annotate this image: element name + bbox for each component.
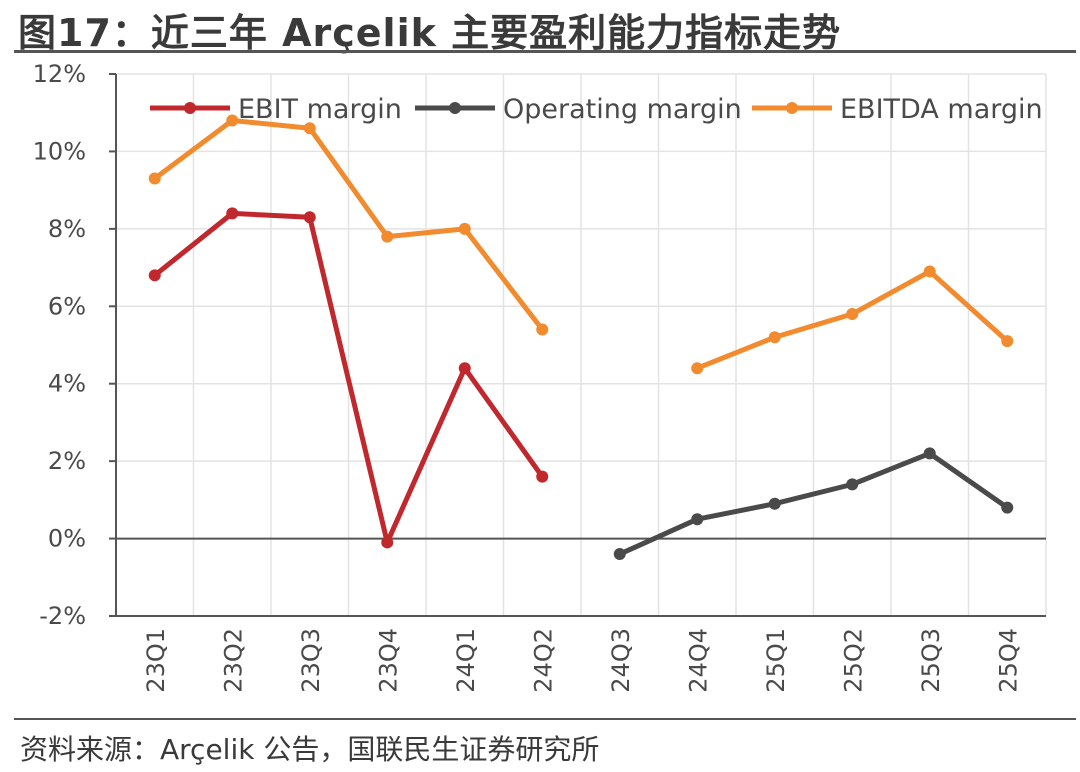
y-tick-label: 10%: [33, 137, 86, 165]
source-note: 资料来源：Arçelik 公告，国联民生证券研究所: [20, 733, 600, 766]
y-tick-label: 4%: [48, 370, 86, 398]
data-point: [458, 362, 471, 375]
x-tick-label: 25Q1: [762, 628, 790, 693]
data-point: [536, 470, 549, 483]
data-point: [1001, 335, 1014, 348]
legend-swatch-marker: [786, 102, 798, 114]
data-point: [923, 447, 936, 460]
legend-swatch-marker: [184, 102, 196, 114]
footer-rule: [14, 718, 1076, 720]
x-tick-label: 24Q2: [529, 628, 557, 693]
data-point: [536, 323, 549, 336]
y-axis-ticks: -2% 0% 2% 4% 6% 8% 10% 12%: [33, 60, 116, 630]
legend-swatch-marker: [449, 102, 461, 114]
data-point: [923, 265, 936, 278]
data-point: [458, 222, 471, 235]
series-line: [153, 117, 545, 332]
x-tick-label: 24Q3: [607, 628, 635, 693]
line-chart: -2% 0% 2% 4% 6% 8% 10% 12% 23Q1 23Q2 23Q3 23Q4 24Q1…: [33, 60, 1047, 693]
legend-label: EBIT margin: [238, 94, 402, 125]
data-point: [613, 548, 626, 561]
axes: [115, 74, 1046, 617]
legend-label: EBITDA margin: [840, 94, 1043, 125]
x-axis-ticks: 23Q1 23Q2 23Q3 23Q4 24Q1 24Q2 24Q3 24Q4 25Q1 25Q2…: [142, 628, 1023, 693]
data-point: [768, 331, 781, 344]
title-rule: [14, 50, 1076, 53]
legend: EBIT margin Operating margin EBITDA margin: [150, 94, 1043, 125]
x-tick-label: 25Q4: [994, 628, 1022, 693]
data-point: [768, 497, 781, 510]
series-line: [153, 210, 545, 545]
data-point: [691, 362, 704, 375]
x-tick-label: 24Q1: [452, 628, 480, 693]
x-tick-label: 25Q3: [917, 628, 945, 693]
data-point: [381, 536, 394, 549]
gridlines: [116, 73, 1047, 616]
series-lines: [148, 114, 1014, 561]
x-tick-label: 23Q2: [219, 628, 247, 693]
y-tick-label: 0%: [48, 525, 86, 553]
series-line: [618, 450, 1009, 557]
data-point: [303, 211, 316, 224]
x-tick-label: 25Q2: [839, 628, 867, 693]
chart-title: 图17：近三年 Arçelik 主要盈利能力指标走势: [18, 11, 842, 55]
x-tick-label: 23Q4: [374, 628, 402, 693]
data-point: [1001, 501, 1014, 514]
data-point: [303, 122, 316, 135]
x-tick-label: 23Q3: [297, 628, 325, 693]
data-point: [148, 269, 161, 282]
x-tick-label: 24Q4: [684, 628, 712, 693]
data-point: [226, 114, 239, 127]
y-tick-label: 2%: [48, 447, 86, 475]
x-tick-label: 23Q1: [142, 628, 170, 693]
data-point: [846, 478, 859, 491]
y-tick-label: 8%: [48, 215, 86, 243]
legend-label: Operating margin: [503, 94, 742, 125]
data-point: [148, 172, 161, 185]
y-tick-label: -2%: [39, 602, 86, 630]
y-tick-label: 12%: [33, 60, 86, 88]
data-point: [691, 513, 704, 526]
y-tick-label: 6%: [48, 292, 86, 320]
data-point: [846, 308, 859, 321]
data-point: [226, 207, 239, 220]
data-point: [381, 230, 394, 243]
